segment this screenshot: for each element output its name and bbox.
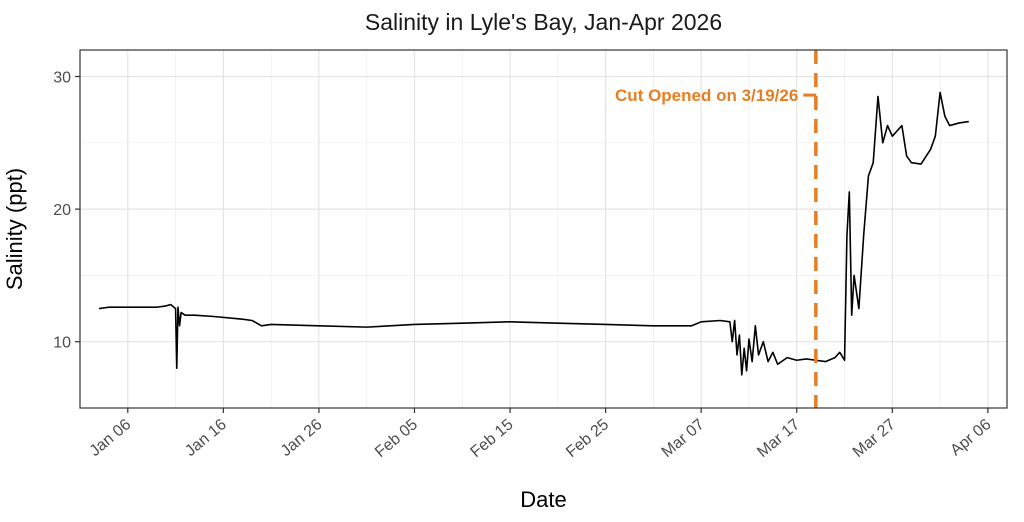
plot-area: Cut Opened on 3/19/26 10 20 30 Jan 06 Jan 16 J… xyxy=(53,49,1008,461)
y-axis-title: Salinity (ppt) xyxy=(2,168,27,290)
x-tick-label: Jan 06 xyxy=(87,416,135,460)
salinity-series-line xyxy=(98,91,969,376)
x-tick-label: Jan 26 xyxy=(278,416,326,460)
y-tick-label: 10 xyxy=(53,335,71,352)
annotation-label: Cut Opened on 3/19/26 xyxy=(615,86,798,105)
x-tick-label: Feb 15 xyxy=(468,416,517,461)
chart-title: Salinity in Lyle's Bay, Jan-Apr 2026 xyxy=(365,9,722,35)
x-axis-title: Date xyxy=(520,487,566,512)
panel-border xyxy=(79,49,1008,409)
x-tick-label: Feb 25 xyxy=(563,416,612,461)
y-tick-label: 20 xyxy=(53,202,71,219)
y-tick-label: 30 xyxy=(53,70,71,87)
x-tick-label: Mar 17 xyxy=(754,416,803,461)
x-tick-label: Feb 05 xyxy=(372,416,421,461)
x-tick-label: Jan 16 xyxy=(182,416,230,460)
x-tick-label: Mar 27 xyxy=(850,416,899,461)
x-tick-label: Apr 06 xyxy=(947,416,994,459)
x-tick-label: Mar 07 xyxy=(659,416,708,461)
